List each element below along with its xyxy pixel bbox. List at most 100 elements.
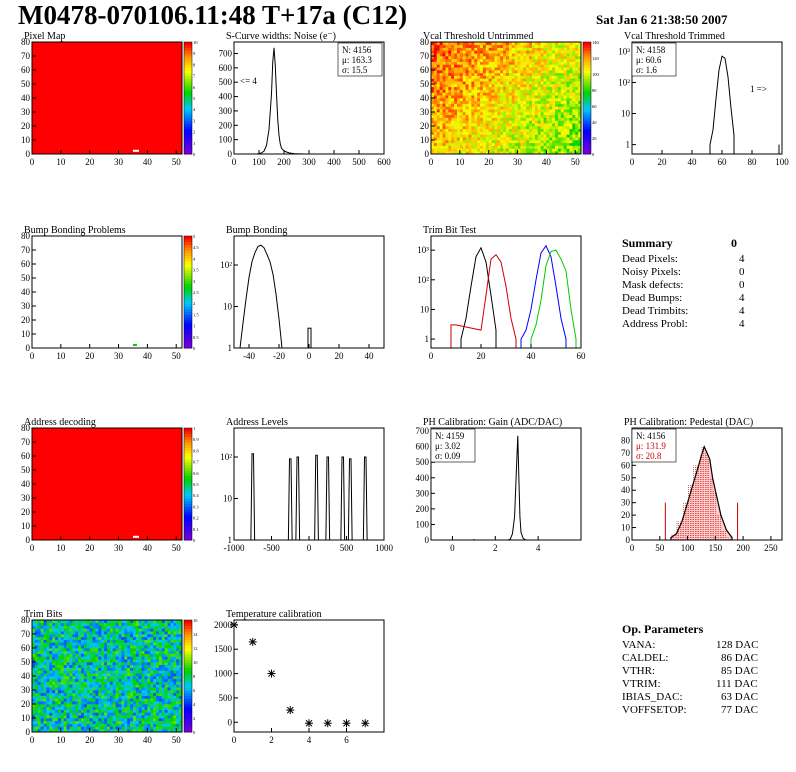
trim-bits-cell: [49, 636, 53, 640]
vcal-untrimmed-cell: [474, 86, 478, 90]
trim-bits-cell: [92, 667, 96, 671]
trim-bits-cell: [46, 718, 50, 722]
trim-bits-cell: [104, 625, 108, 629]
trim-bits-cell: [115, 622, 119, 626]
vcal-untrimmed-cell: [494, 114, 498, 118]
trim-bits-cell: [153, 645, 157, 649]
vcal-untrimmed-cell: [566, 64, 570, 68]
vcal-untrimmed-cell: [506, 98, 510, 102]
trim-bits-cell: [170, 667, 174, 671]
trim-bit-title: Trim Bit Test: [423, 225, 476, 236]
vcal-untrimmed-cell: [454, 56, 458, 60]
trim-bits-cell: [130, 631, 134, 635]
trim-bits-cell: [46, 687, 50, 691]
trim-bits-cell: [78, 706, 82, 710]
trim-bits-cell: [52, 684, 56, 688]
vcal-untrimmed-cell: [523, 70, 527, 74]
trim-bits-cell: [147, 684, 151, 688]
vcal-untrimmed-cell: [442, 70, 446, 74]
trim-bits-cell: [81, 636, 85, 640]
vcal-untrimmed-cell: [526, 58, 530, 62]
trim-bits-cell: [101, 634, 105, 638]
vcal-untrimmed-cell: [517, 75, 521, 79]
vcal-untrimmed-cell: [488, 81, 492, 85]
vcal-untrimmed-cell: [477, 72, 481, 76]
vcal-untrimmed-cell: [560, 64, 564, 68]
trim-bits-cell: [138, 650, 142, 654]
trim-bits-cell: [95, 639, 99, 643]
vcal-untrimmed-cell: [520, 78, 524, 82]
vcal-untrimmed-cell: [569, 75, 573, 79]
vcal-untrimmed-cell: [436, 120, 440, 124]
trim-bits-ytick-label: 0: [26, 727, 31, 737]
vcal-untrimmed-cell: [488, 140, 492, 144]
trim-bits-cell: [156, 653, 160, 657]
vcal-untrimmed-cell: [488, 95, 492, 99]
vcal-untrimmed-cell: [482, 134, 487, 138]
vcal-untrimmed-cell: [456, 98, 461, 102]
trim-bits-cell: [176, 670, 180, 674]
vcal-untrimmed-cell: [480, 75, 484, 79]
vcal-untrimmed-cell: [531, 78, 536, 82]
vcal-untrimmed-cell: [546, 123, 550, 127]
trim-bits-cell: [75, 625, 79, 629]
vcal-untrimmed-cell: [514, 58, 518, 62]
vcal-untrimmed-cell: [459, 53, 464, 57]
trim-bits-cell: [92, 662, 96, 666]
vcal-untrimmed-cell: [431, 148, 435, 152]
trim-bits-cell: [101, 642, 105, 646]
vcal-untrimmed-cell: [451, 84, 455, 88]
trim-bits-cell: [164, 634, 168, 638]
trim-bits-cell: [170, 706, 174, 710]
trim-bits-cell: [60, 639, 65, 643]
trim-bits-cell: [86, 659, 90, 663]
bump-problems-palette-cell: [184, 306, 192, 310]
vcal-untrimmed-palette-cell: [583, 53, 591, 57]
trim-bits-cell: [83, 639, 88, 643]
vcal-untrimmed-cell: [442, 117, 446, 121]
trim-bits-cell: [153, 709, 157, 713]
vcal-untrimmed-cell: [477, 58, 481, 62]
trim-bits-cell: [115, 695, 119, 699]
vcal-untrimmed-cell: [433, 61, 438, 65]
pixel-map-fill: [32, 42, 182, 154]
vcal-untrimmed-cell: [526, 123, 530, 127]
vcal-untrimmed-cell: [575, 42, 579, 46]
vcal-untrimmed-cell: [508, 109, 513, 113]
trim-bits-cell: [104, 636, 108, 640]
vcal-untrimmed-cell: [511, 61, 515, 65]
trim-bits-cell: [161, 706, 165, 710]
vcal-untrimmed-cell: [488, 145, 492, 149]
trim-bits-cell: [127, 681, 131, 685]
trim-bits-cell: [49, 723, 53, 727]
vcal-untrimmed-cell: [485, 140, 489, 144]
vcal-untrimmed-cell: [459, 89, 464, 93]
vcal-untrimmed-palette-cell: [583, 70, 591, 74]
trim-bits-cell: [132, 645, 137, 649]
trim-bits-cell: [141, 648, 145, 652]
vcal-untrimmed-cell: [482, 131, 487, 135]
vcal-untrimmed-cell: [508, 134, 513, 138]
trim-bits-cell: [98, 681, 102, 685]
trim-bits-cell: [141, 684, 145, 688]
vcal-untrimmed-cell: [439, 92, 443, 96]
trim-bits-cell: [95, 631, 99, 635]
trim-bits-cell: [130, 690, 134, 694]
trim-bits-cell: [55, 704, 59, 708]
vcal-untrimmed-cell: [480, 126, 484, 130]
bump-problems-palette-cell: [184, 244, 192, 248]
pixel-map-xtick-label: 40: [143, 157, 153, 167]
trim-bits-cell: [40, 709, 44, 713]
vcal-untrimmed-cell: [557, 112, 562, 116]
trim-bits-cell: [57, 692, 62, 696]
trim-bits-cell: [83, 709, 88, 713]
vcal-untrimmed-cell: [442, 92, 446, 96]
trim-bits-cell: [164, 664, 168, 668]
trim-bits-cell: [101, 664, 105, 668]
vcal-untrimmed-xtick-label: 10: [455, 157, 465, 167]
trim-bits-cell: [89, 667, 93, 671]
trim-bits-cell: [69, 639, 73, 643]
trim-bits-cell: [150, 720, 154, 724]
vcal-untrimmed-palette-cell: [583, 50, 591, 54]
vcal-untrimmed-cell: [546, 75, 550, 79]
